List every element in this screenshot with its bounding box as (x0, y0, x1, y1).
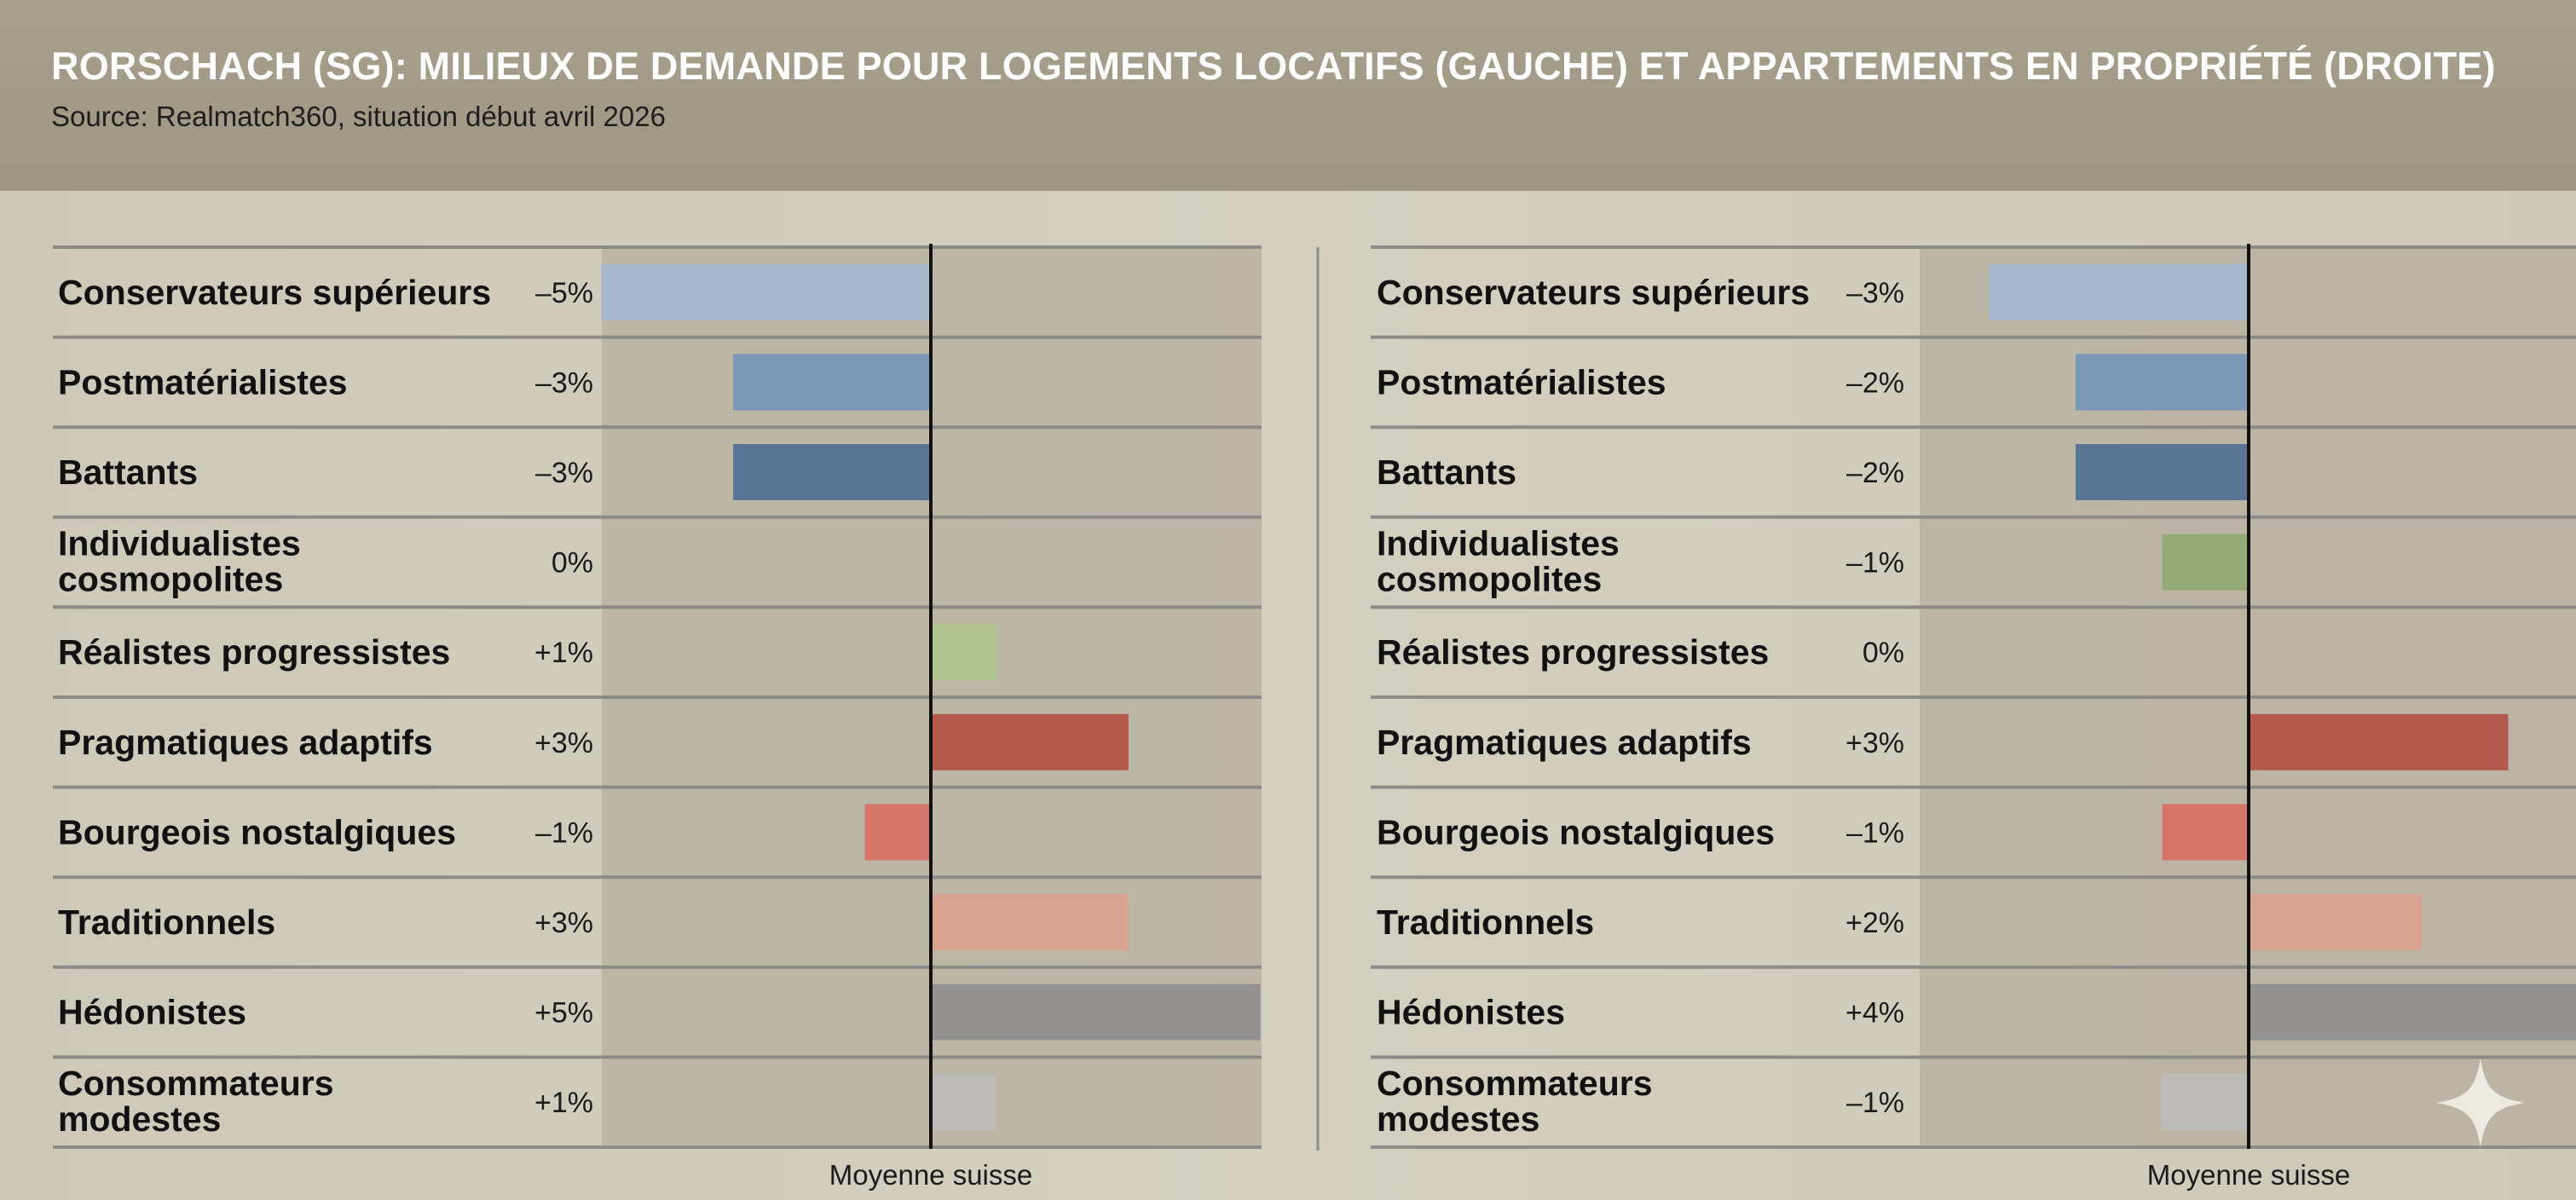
bar-left-8 (931, 894, 1129, 950)
bar-left-10 (931, 1074, 997, 1131)
reference-label: Moyenne suisse (829, 1159, 1032, 1191)
value-label: –1% (1846, 547, 1904, 580)
bar-left-5 (931, 624, 997, 681)
sparkle-icon (2436, 1059, 2525, 1147)
bar-left-1 (601, 263, 931, 320)
header-band: RORSCHACH (SG): MILIEUX DE DEMANDE POUR … (0, 0, 2576, 191)
bar-right-2 (2076, 354, 2249, 411)
category-label: Traditionnels (58, 903, 275, 942)
bar-right-1 (1989, 263, 2249, 320)
value-label: +3% (534, 727, 593, 759)
category-label: Battants (58, 453, 198, 492)
value-label: –5% (535, 277, 593, 309)
value-label: –1% (535, 816, 593, 849)
bar-right-3 (2076, 444, 2249, 500)
chart-title: RORSCHACH (SG): MILIEUX DE DEMANDE POUR … (51, 44, 2496, 88)
category-label: Bourgeois nostalgiques (1377, 812, 1775, 851)
chart-source: Source: Realmatch360, situation début av… (51, 101, 666, 132)
value-label: –2% (1846, 457, 1904, 489)
bar-left-3 (733, 444, 931, 500)
category-label: Postmatérialistes (1377, 362, 1666, 401)
value-label: +2% (1845, 907, 1904, 939)
value-label: 0% (552, 547, 593, 580)
category-label: Réalistes progressistes (1377, 632, 1769, 672)
value-label: +4% (1845, 997, 1904, 1030)
category-label: Bourgeois nostalgiques (58, 812, 456, 851)
category-label: Traditionnels (1377, 903, 1594, 942)
value-label: 0% (1863, 637, 1904, 669)
value-label: +5% (534, 997, 593, 1030)
bar-right-4 (2162, 534, 2249, 591)
category-label: Individualistes cosmopolites (58, 524, 301, 599)
value-label: +3% (534, 907, 593, 939)
value-label: +1% (534, 1087, 593, 1119)
bar-right-6 (2249, 713, 2509, 770)
category-label: Réalistes progressistes (58, 632, 450, 672)
bar-right-9 (2249, 984, 2576, 1041)
category-label: Conservateurs supérieurs (58, 273, 491, 312)
category-label: Hédonistes (1377, 993, 1565, 1032)
bar-left-7 (864, 804, 931, 861)
value-label: –3% (1846, 277, 1904, 309)
category-label: Consommateurs modestes (58, 1064, 334, 1139)
bar-right-7 (2162, 804, 2249, 861)
value-label: –2% (1846, 366, 1904, 399)
value-label: –3% (535, 457, 593, 489)
value-label: –1% (1846, 1087, 1904, 1119)
bar-right-10 (2162, 1074, 2249, 1131)
bar-left-9 (931, 984, 1261, 1041)
category-label: Individualistes cosmopolites (1377, 524, 1620, 599)
value-label: –3% (535, 366, 593, 399)
value-label: +3% (1845, 727, 1904, 759)
value-label: +1% (534, 637, 593, 669)
bar-left-2 (733, 354, 931, 411)
category-label: Consommateurs modestes (1377, 1064, 1653, 1139)
category-label: Hédonistes (58, 993, 246, 1032)
bar-left-6 (931, 713, 1129, 770)
category-label: Pragmatiques adaptifs (58, 723, 433, 762)
category-label: Battants (1377, 453, 1516, 492)
category-label: Pragmatiques adaptifs (1377, 723, 1752, 762)
category-label: Postmatérialistes (58, 362, 348, 401)
value-label: –1% (1846, 816, 1904, 849)
bar-right-8 (2249, 894, 2422, 950)
category-label: Conservateurs supérieurs (1377, 273, 1810, 312)
reference-label: Moyenne suisse (2147, 1159, 2350, 1191)
